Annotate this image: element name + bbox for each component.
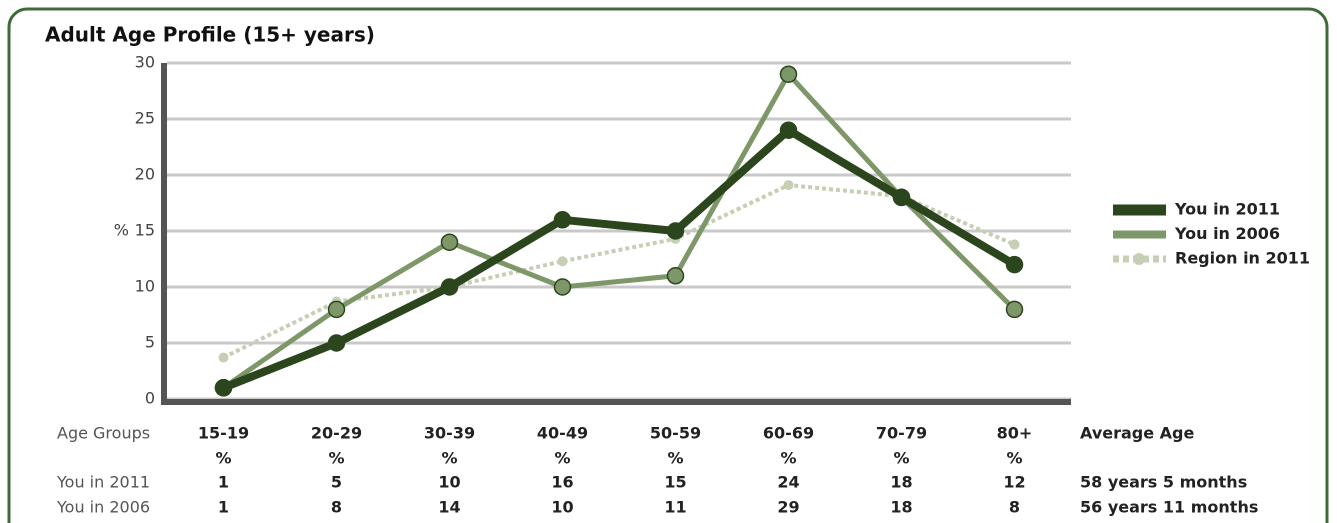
point	[218, 352, 229, 363]
point	[327, 300, 346, 319]
table-cell: 1	[218, 498, 229, 517]
table-cell: 18	[890, 498, 912, 517]
series-line	[222, 71, 1017, 390]
table-cell: 10	[438, 473, 460, 492]
x-tick-label: 15-19	[198, 424, 249, 443]
table-cell: 5	[331, 473, 342, 492]
table-cell: 24	[777, 473, 799, 492]
y-tick-label: 0	[145, 389, 155, 408]
y-tick-label: 30	[135, 53, 155, 72]
x-tick-label: 20-29	[311, 424, 362, 443]
unit-label: %	[1006, 449, 1022, 468]
y-tick-label: 25	[135, 109, 155, 128]
legend-label: You in 2006	[1174, 224, 1280, 243]
table-cell: 1	[218, 473, 229, 492]
x-tick-label: 30-39	[424, 424, 475, 443]
x-tick-label: 60-69	[763, 424, 814, 443]
y-tick-label: 5	[145, 333, 155, 352]
frame	[7, 7, 1329, 523]
point	[440, 278, 459, 296]
unit-label: %	[667, 449, 683, 468]
point	[214, 379, 233, 397]
point	[666, 222, 685, 240]
unit-label: %	[893, 449, 909, 468]
point	[892, 188, 911, 207]
point	[553, 211, 572, 229]
x-tick-label: 80+	[997, 424, 1033, 443]
point	[783, 180, 794, 191]
average-age: 56 years 11 months	[1080, 498, 1258, 517]
point	[557, 256, 568, 267]
y-axis-label: %	[114, 221, 129, 240]
chart-title: Adult Age Profile (15+ years)	[45, 23, 375, 47]
table-cell: 18	[890, 473, 912, 492]
x-tick-label: 40-49	[537, 424, 588, 443]
legend-label: Region in 2011	[1175, 249, 1310, 268]
x-tick-label: 50-59	[650, 424, 701, 443]
series-line	[222, 183, 1016, 360]
point	[1009, 239, 1020, 250]
y-tick-label: 15	[135, 221, 155, 240]
point	[1005, 255, 1024, 274]
unit-label: %	[554, 449, 570, 468]
row-label: You in 2011	[56, 473, 150, 492]
table-cell: 10	[551, 498, 573, 517]
point	[1005, 300, 1024, 319]
table-cell: 29	[777, 498, 799, 517]
table-cell: 11	[664, 498, 686, 517]
point	[440, 233, 459, 251]
table-cell: 14	[438, 498, 460, 517]
unit-label: %	[215, 449, 231, 468]
legend-marker	[1133, 253, 1145, 265]
table-cell: 8	[331, 498, 342, 517]
unit-label: %	[441, 449, 457, 468]
unit-label: %	[780, 449, 796, 468]
y-tick-label: 10	[135, 277, 155, 296]
series-line	[222, 126, 1017, 392]
point	[553, 278, 572, 296]
table-cell: 12	[1003, 473, 1025, 492]
table-cell: 16	[551, 473, 573, 492]
table-header: Age Groups	[57, 424, 150, 443]
point	[327, 334, 346, 352]
point	[779, 121, 798, 139]
table-cell: 15	[664, 473, 686, 492]
legend-label: You in 2011	[1174, 200, 1280, 219]
row-label: You in 2006	[56, 498, 150, 517]
unit-label: %	[328, 449, 344, 468]
point	[779, 65, 798, 83]
table-cell: 8	[1009, 498, 1020, 517]
x-tick-label: 70-79	[876, 424, 927, 443]
average-header: Average Age	[1080, 424, 1194, 443]
y-tick-label: 20	[135, 165, 155, 184]
average-age: 58 years 5 months	[1080, 473, 1247, 492]
point	[666, 267, 685, 285]
